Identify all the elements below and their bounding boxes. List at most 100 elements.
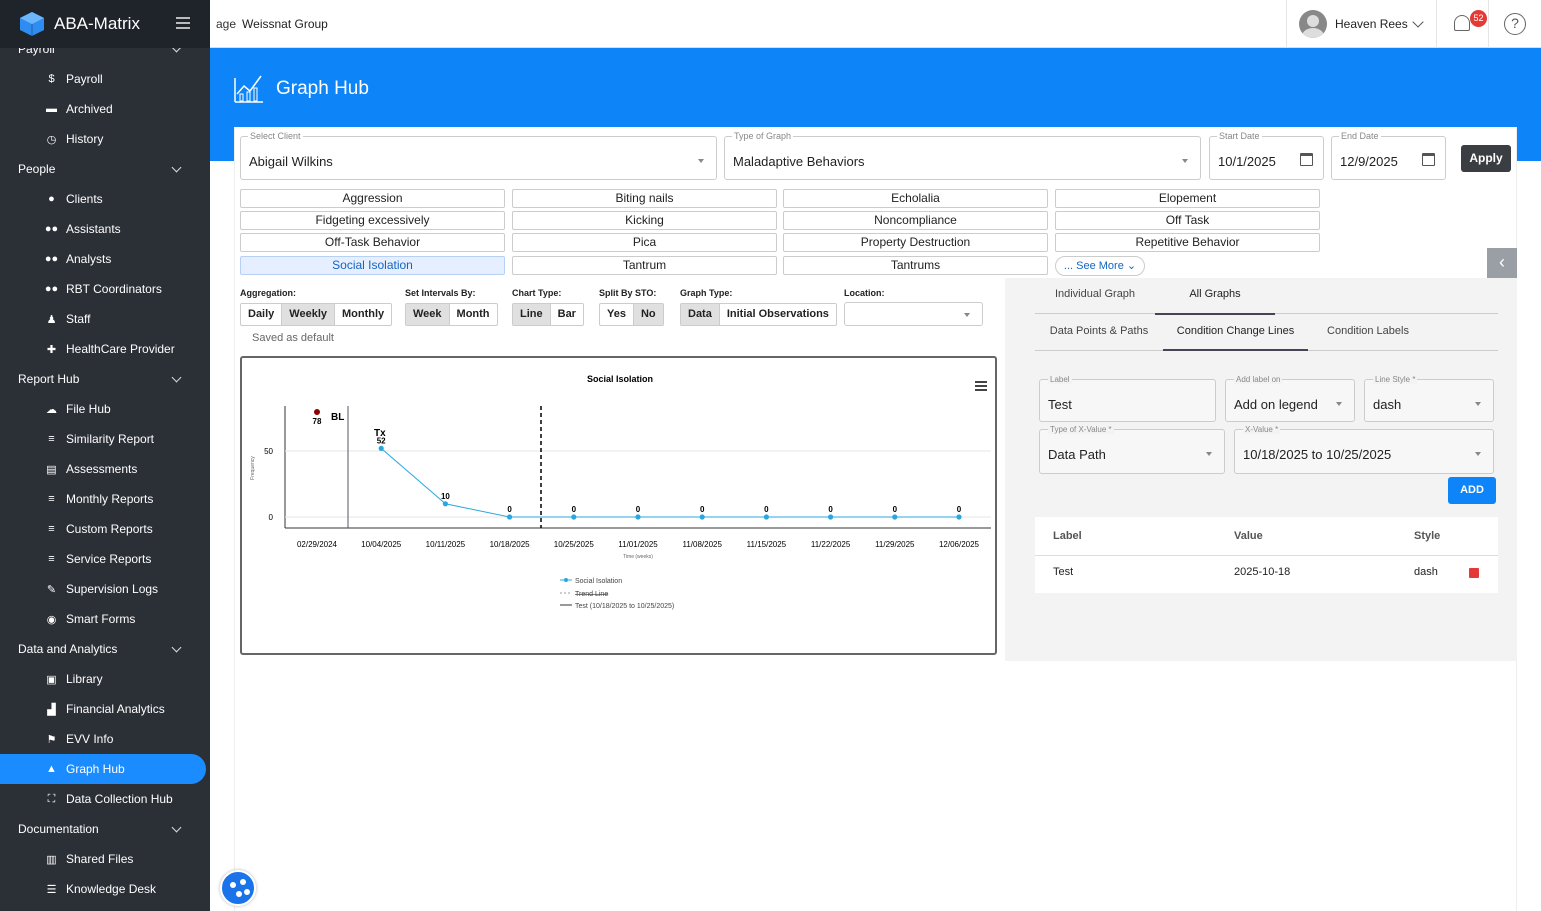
- behavior-chip[interactable]: Noncompliance: [783, 211, 1048, 230]
- sidebar-item-monthly-reports[interactable]: ≡ Monthly Reports: [0, 484, 210, 514]
- behavior-chip[interactable]: Pica: [512, 233, 777, 252]
- sidebar-item-similarity-report[interactable]: ≡ Similarity Report: [0, 424, 210, 454]
- sidebar-section-data-and-analytics[interactable]: Data and Analytics: [0, 634, 210, 664]
- line-style-select[interactable]: Line Style * dash: [1364, 375, 1494, 422]
- behavior-chip[interactable]: Off-Task Behavior: [240, 233, 505, 252]
- behavior-chip[interactable]: Property Destruction: [783, 233, 1048, 252]
- sidebar-item-label: Library: [66, 672, 103, 686]
- calendar-icon[interactable]: [1300, 153, 1313, 166]
- graph-type-select[interactable]: Type of Graph Maladaptive Behaviors: [724, 131, 1201, 180]
- sidebar-item-supervision-logs[interactable]: ✎ Supervision Logs: [0, 574, 210, 604]
- tab-individual-graph[interactable]: Individual Graph: [1054, 288, 1136, 300]
- sidebar-item-payroll[interactable]: $ Payroll: [0, 64, 210, 94]
- behavior-chip[interactable]: Fidgeting excessively: [240, 211, 505, 230]
- sidebar-item-data-collection-hub[interactable]: ⛶ Data Collection Hub: [0, 784, 210, 814]
- users-icon: ●●: [44, 223, 59, 235]
- sidebar-item-clients[interactable]: ● Clients: [0, 184, 210, 214]
- collapse-panel-button[interactable]: ‹: [1487, 248, 1517, 278]
- logo-icon: [20, 12, 44, 36]
- add-button[interactable]: ADD: [1448, 477, 1496, 504]
- x-tick-label: 11/15/2025: [747, 540, 787, 549]
- toggle-option[interactable]: Daily: [241, 304, 283, 325]
- sidebar-item-financial-analytics[interactable]: ▟ Financial Analytics: [0, 694, 210, 724]
- sidebar-section-report-hub[interactable]: Report Hub: [0, 364, 210, 394]
- sidebar-item-graph-hub[interactable]: ▲ Graph Hub: [0, 754, 206, 784]
- behavior-chip[interactable]: Elopement: [1055, 189, 1320, 208]
- sidebar-item-analysts[interactable]: ●● Analysts: [0, 244, 210, 274]
- tab-data-points-paths[interactable]: Data Points & Paths: [1049, 325, 1149, 337]
- behavior-chip[interactable]: Repetitive Behavior: [1055, 233, 1320, 252]
- data-label: 0: [957, 505, 962, 514]
- sidebar-item-label: Supervision Logs: [66, 582, 159, 596]
- user-name: Heaven Rees: [1335, 17, 1408, 31]
- x-tick-label: 12/06/2025: [939, 540, 980, 549]
- toggle-option[interactable]: Yes: [600, 304, 634, 325]
- data-label: 0: [636, 505, 641, 514]
- start-date-field[interactable]: Start Date 10/1/2025: [1209, 131, 1324, 180]
- behavior-chip[interactable]: Off Task: [1055, 211, 1320, 230]
- sidebar-item-shared-files[interactable]: ▥ Shared Files: [0, 844, 210, 874]
- location-select[interactable]: [844, 302, 983, 326]
- behavior-chip[interactable]: Social Isolation: [240, 256, 505, 275]
- sidebar-item-smart-forms[interactable]: ◉ Smart Forms: [0, 604, 210, 634]
- sidebar-item-rbt-coordinators[interactable]: ●● RBT Coordinators: [0, 274, 210, 304]
- x-value-type-select[interactable]: Type of X-Value * Data Path: [1039, 425, 1225, 474]
- toggle-option[interactable]: Weekly: [282, 304, 336, 325]
- behavior-chip[interactable]: Aggression: [240, 189, 505, 208]
- toggle-option[interactable]: No: [633, 304, 663, 325]
- report-icon: ≡: [48, 523, 55, 535]
- add-label-on-label: Add label on: [1234, 375, 1283, 384]
- behavior-chip[interactable]: Tantrum: [512, 256, 777, 275]
- toggle-option[interactable]: Bar: [557, 308, 576, 320]
- evv-icon: ⚑: [46, 733, 57, 746]
- notifications-button[interactable]: 52: [1436, 0, 1488, 48]
- trash-icon[interactable]: [1469, 568, 1479, 578]
- cookie-settings-button[interactable]: [220, 870, 256, 906]
- tab-condition-labels[interactable]: Condition Labels: [1327, 325, 1409, 337]
- sidebar-item-assistants[interactable]: ●● Assistants: [0, 214, 210, 244]
- add-label-on-value: Add on legend: [1234, 397, 1318, 412]
- sidebar-item-history[interactable]: ◷ History: [0, 124, 210, 154]
- sidebar-item-label: Shared Files: [66, 852, 134, 866]
- calendar-icon[interactable]: [1422, 153, 1435, 166]
- sidebar-item-archived[interactable]: ▬ Archived: [0, 94, 210, 124]
- help-button[interactable]: ?: [1488, 0, 1541, 48]
- label-field[interactable]: Label Test: [1039, 375, 1216, 422]
- toggle-option[interactable]: Month: [456, 308, 490, 320]
- sidebar-item-assessments[interactable]: ▤ Assessments: [0, 454, 210, 484]
- sidebar-section-documentation[interactable]: Documentation: [0, 814, 210, 844]
- behavior-chip[interactable]: Biting nails: [512, 189, 777, 208]
- chart-menu-icon[interactable]: [975, 381, 987, 391]
- tab-condition-change-lines[interactable]: Condition Change Lines: [1163, 325, 1308, 351]
- x-value-select[interactable]: X-Value * 10/18/2025 to 10/25/2025: [1234, 425, 1494, 474]
- toggle-option[interactable]: Monthly: [342, 308, 385, 320]
- sidebar-item-staff[interactable]: ♟ Staff: [0, 304, 210, 334]
- see-more-button[interactable]: ... See More ⌄: [1055, 256, 1145, 276]
- data-point: [378, 445, 384, 451]
- apply-button[interactable]: Apply: [1461, 145, 1511, 172]
- toggle-option[interactable]: Line: [513, 304, 551, 325]
- add-label-on-select[interactable]: Add label on Add on legend: [1225, 375, 1355, 422]
- behavior-chip[interactable]: Tantrums: [783, 256, 1048, 275]
- toggle-option[interactable]: Data: [681, 304, 720, 325]
- sidebar-item-custom-reports[interactable]: ≡ Custom Reports: [0, 514, 210, 544]
- y-tick-label: 0: [269, 513, 274, 522]
- toggle-option[interactable]: Week: [406, 304, 450, 325]
- menu-toggle-icon[interactable]: [176, 17, 190, 29]
- sidebar-section-people[interactable]: People: [0, 154, 210, 184]
- toggle-option[interactable]: Initial Observations: [726, 308, 829, 320]
- sidebar-item-knowledge-desk[interactable]: ☰ Knowledge Desk: [0, 874, 210, 904]
- sidebar-item-healthcare-provider[interactable]: ✚ HealthCare Provider: [0, 334, 210, 364]
- sidebar-item-evv-info[interactable]: ⚑ EVV Info: [0, 724, 210, 754]
- sidebar-item-library[interactable]: ▣ Library: [0, 664, 210, 694]
- user-menu[interactable]: Heaven Rees: [1286, 0, 1436, 48]
- y-axis-label: Frequency: [250, 456, 256, 480]
- end-date-field[interactable]: End Date 12/9/2025: [1331, 131, 1446, 180]
- sidebar-item-service-reports[interactable]: ≡ Service Reports: [0, 544, 210, 574]
- behavior-chip[interactable]: Echolalia: [783, 189, 1048, 208]
- series-line: [380, 447, 959, 518]
- tab-all-graphs[interactable]: All Graphs: [1155, 288, 1275, 315]
- sidebar-item-file-hub[interactable]: ☁ File Hub: [0, 394, 210, 424]
- client-select[interactable]: Select Client Abigail Wilkins: [240, 131, 717, 180]
- behavior-chip[interactable]: Kicking: [512, 211, 777, 230]
